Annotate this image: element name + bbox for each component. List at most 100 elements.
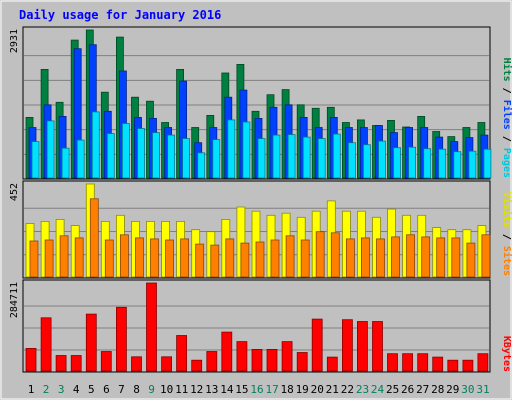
bar-kbytes-day-17 xyxy=(266,348,278,372)
bar-sites-day-22 xyxy=(345,238,355,278)
x-tick-day-17: 17 xyxy=(265,383,278,396)
chart-panels: 2931 452 284711 xyxy=(9,26,492,373)
bar-sites-day-2 xyxy=(44,239,54,278)
bar-kbytes-day-6 xyxy=(100,351,112,372)
bar-sites-day-6 xyxy=(104,239,114,278)
bar-kbytes-day-28 xyxy=(432,356,444,372)
bar-kbytes-day-20 xyxy=(311,318,323,372)
x-tick-day-31: 31 xyxy=(476,383,489,396)
bar-sites-day-12 xyxy=(195,243,205,278)
bar-sites-day-9 xyxy=(150,238,159,278)
bar-sites-day-27 xyxy=(421,236,431,278)
x-tick-day-13: 13 xyxy=(205,383,218,396)
bar-sites-day-29 xyxy=(451,237,461,278)
bar-kbytes-day-24 xyxy=(372,321,383,372)
bar-sites-day-3 xyxy=(59,235,69,278)
x-tick-day-11: 11 xyxy=(175,383,188,396)
bar-sites-day-25 xyxy=(391,236,400,278)
bar-kbytes-day-27 xyxy=(417,353,429,372)
legend-middle: Visits / Sites xyxy=(501,192,512,276)
x-tick-day-14: 14 xyxy=(220,383,234,396)
bar-kbytes-day-8 xyxy=(131,356,142,372)
bar-sites-day-8 xyxy=(135,237,144,278)
x-axis-day-labels: 1 2 3 4 5 6 7 8 9 10 11 12 13 14 15 16 17 18 19 20 21 22 23 24 2… xyxy=(28,383,490,396)
bar-pages-day-25 xyxy=(393,147,401,179)
bar-pages-day-13 xyxy=(212,139,221,179)
legend-visits: Visits xyxy=(501,192,512,228)
bar-pages-day-23 xyxy=(362,144,371,179)
bar-sites-day-1 xyxy=(29,240,39,278)
bar-sites-day-16 xyxy=(255,241,265,278)
bar-kbytes-day-21 xyxy=(326,356,338,372)
bar-pages-day-8 xyxy=(137,128,145,179)
x-tick-day-29: 29 xyxy=(446,383,459,396)
x-tick-day-23: 23 xyxy=(356,383,369,396)
panel-visits-sites: 452 xyxy=(9,180,491,279)
x-tick-day-24: 24 xyxy=(371,383,385,396)
bar-pages-day-21 xyxy=(332,133,341,179)
bar-pages-day-12 xyxy=(197,152,206,179)
bar-pages-day-2 xyxy=(46,120,55,179)
x-tick-day-1: 1 xyxy=(28,383,35,396)
x-tick-day-4: 4 xyxy=(73,383,80,396)
bar-pages-day-10 xyxy=(167,134,176,179)
bar-kbytes-day-4 xyxy=(70,355,82,372)
bar-sites-day-23 xyxy=(360,237,370,278)
panel-hits-files-pages: 2931 xyxy=(9,26,492,180)
bar-kbytes-day-25 xyxy=(387,353,398,372)
x-tick-day-9: 9 xyxy=(148,383,155,396)
x-tick-day-21: 21 xyxy=(326,383,339,396)
legend-pages: Pages xyxy=(501,148,512,178)
bar-sites-day-14 xyxy=(225,238,235,278)
bar-sites-day-24 xyxy=(376,238,385,278)
bar-pages-day-3 xyxy=(61,147,70,179)
bar-kbytes-day-19 xyxy=(296,352,308,372)
panel-kbytes: 284711 xyxy=(9,279,491,373)
bar-kbytes-day-30 xyxy=(462,359,474,372)
legend-sep-1: / xyxy=(501,82,512,100)
bar-pages-day-17 xyxy=(272,134,281,179)
chart-title: Daily usage for January 2016 xyxy=(19,8,221,22)
bar-pages-day-15 xyxy=(242,121,251,179)
bar-kbytes-day-1 xyxy=(25,347,37,372)
bar-kbytes-day-3 xyxy=(55,355,67,372)
legend-sep-2: / xyxy=(501,130,512,148)
bar-sites-day-18 xyxy=(285,235,295,278)
bar-pages-day-27 xyxy=(423,148,432,179)
legend-top: Hits / Files / Pages xyxy=(501,58,512,178)
bar-sites-day-11 xyxy=(180,238,190,278)
x-tick-day-5: 5 xyxy=(88,383,95,396)
x-tick-day-22: 22 xyxy=(341,383,354,396)
bar-pages-day-5 xyxy=(91,111,100,179)
bar-pages-day-31 xyxy=(483,148,492,179)
x-tick-day-2: 2 xyxy=(43,383,50,396)
x-tick-day-30: 30 xyxy=(461,383,474,396)
bar-kbytes-day-2 xyxy=(40,317,52,372)
x-tick-day-20: 20 xyxy=(311,383,324,396)
x-tick-day-18: 18 xyxy=(280,383,293,396)
bar-pages-day-30 xyxy=(468,150,477,179)
bar-pages-day-9 xyxy=(152,132,160,179)
bar-pages-day-20 xyxy=(317,138,326,179)
bar-pages-day-1 xyxy=(31,141,40,179)
x-tick-day-28: 28 xyxy=(431,383,444,396)
bar-kbytes-day-5 xyxy=(85,313,97,372)
bar-pages-day-28 xyxy=(438,148,447,179)
bar-sites-day-26 xyxy=(406,234,416,278)
x-tick-day-19: 19 xyxy=(296,383,309,396)
y-axis-max-label: 452 xyxy=(9,183,20,201)
bar-pages-day-16 xyxy=(257,138,266,179)
bar-pages-day-29 xyxy=(453,151,462,179)
x-tick-day-8: 8 xyxy=(133,383,140,396)
bar-kbytes-day-10 xyxy=(161,356,173,372)
bar-kbytes-day-13 xyxy=(206,351,218,372)
bar-sites-day-7 xyxy=(120,234,129,278)
bar-pages-day-11 xyxy=(182,138,191,179)
bar-kbytes-day-29 xyxy=(447,359,459,372)
bar-kbytes-day-23 xyxy=(356,321,368,372)
x-tick-day-10: 10 xyxy=(160,383,173,396)
bar-sites-day-21 xyxy=(330,232,340,278)
bar-sites-day-19 xyxy=(300,239,310,278)
